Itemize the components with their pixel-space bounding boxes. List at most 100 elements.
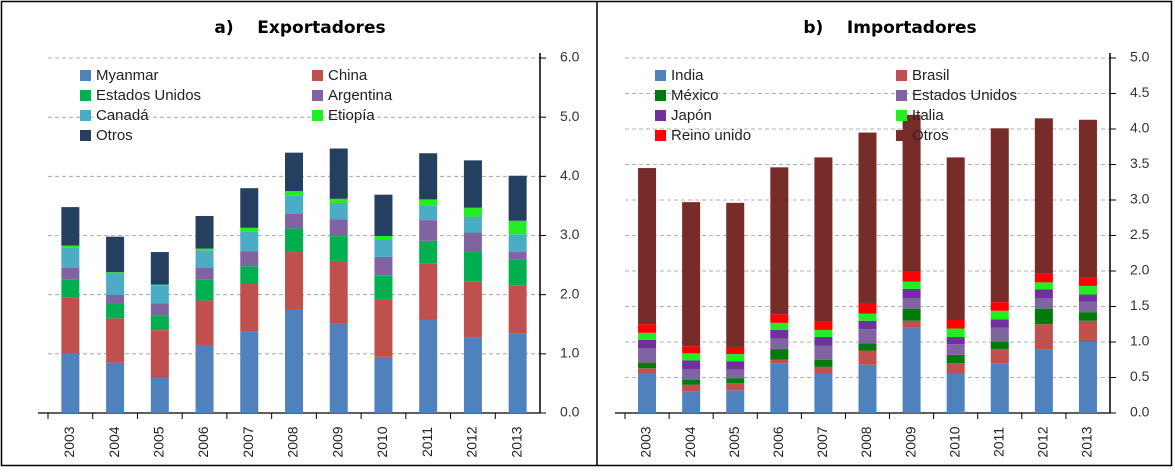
bar-segment — [814, 329, 833, 338]
x-tick-label: 2006 — [770, 426, 786, 457]
bar-segment — [770, 359, 789, 364]
bar-segment — [770, 167, 789, 315]
y-tick-label: 2.5 — [1130, 226, 1150, 242]
y-tick-label: 0.0 — [560, 404, 580, 420]
bar-segment — [1078, 320, 1097, 342]
legend-swatch — [80, 130, 91, 141]
bar-segment — [726, 202, 745, 347]
chart-title: a) Exportadores — [214, 18, 385, 38]
x-tick-label: 2005 — [726, 426, 742, 457]
bar-segment — [61, 297, 80, 354]
bar-segment — [1034, 308, 1053, 325]
x-tick-label: 2013 — [508, 426, 524, 457]
bar-segment — [726, 378, 745, 384]
bar-segment — [374, 239, 393, 257]
bar-segment — [463, 232, 482, 253]
y-tick-label: 0.5 — [1130, 368, 1150, 384]
legend-label: India — [671, 67, 704, 84]
bar-segment — [508, 285, 527, 334]
bar-segment — [858, 350, 877, 365]
bar-segment — [990, 310, 1009, 320]
bar-segment — [285, 213, 303, 229]
bar-segment — [814, 359, 833, 367]
bar-segment — [638, 362, 657, 369]
x-tick-label: 2010 — [374, 426, 390, 457]
bar-segment — [770, 322, 789, 330]
x-tick-label: 2008 — [285, 426, 301, 457]
bar-segment — [240, 231, 259, 252]
bar-segment — [240, 331, 259, 413]
y-tick-label: 0.0 — [1130, 404, 1150, 420]
bar-segment — [106, 362, 125, 413]
y-tick-label: 4.5 — [1130, 84, 1150, 100]
bar-segment — [374, 236, 393, 240]
bar-segment — [374, 275, 393, 300]
bar-segment — [150, 303, 169, 316]
legend-swatch — [655, 130, 666, 141]
legend-swatch — [80, 90, 91, 101]
bar-segment — [508, 259, 527, 286]
bar-segment — [463, 281, 482, 338]
bar-segment — [1034, 297, 1053, 309]
bar-segment — [726, 361, 745, 370]
bar-segment — [106, 236, 125, 273]
bar-segment — [195, 300, 214, 345]
bar-segment — [508, 333, 527, 413]
x-tick-label: 2003 — [61, 426, 77, 457]
bar-segment — [902, 327, 921, 413]
bar-segment — [150, 377, 169, 413]
y-tick-label: 1.5 — [1130, 297, 1150, 313]
bar-segment — [902, 288, 921, 298]
bar-segment — [285, 309, 303, 413]
bar-segment — [195, 268, 214, 280]
bar-segment — [902, 281, 921, 289]
bar-segment — [195, 248, 214, 251]
legend-label: Canadá — [96, 107, 149, 124]
x-tick-label: 2012 — [1035, 426, 1051, 457]
bar-segment — [508, 252, 527, 260]
bar-segment — [463, 337, 482, 413]
bar-segment — [374, 356, 393, 413]
legend-label: Estados Unidos — [912, 87, 1017, 104]
bar-segment — [1078, 285, 1097, 295]
bar-segment — [770, 349, 789, 360]
bar-segment — [1078, 342, 1097, 413]
bar-segment — [61, 279, 80, 298]
bar-segment — [329, 148, 348, 199]
bar-segment — [858, 132, 877, 303]
bar-segment — [463, 252, 482, 282]
bar-segment — [374, 299, 393, 357]
bar-segment — [329, 198, 348, 203]
x-tick-label: 2012 — [464, 426, 480, 457]
bar-segment — [814, 337, 833, 346]
legend-swatch — [896, 130, 907, 141]
bar-segment — [106, 294, 125, 304]
bar-segment — [61, 268, 80, 280]
bar-segment — [285, 252, 303, 310]
bar-segment — [990, 349, 1009, 364]
legend-label: Brasil — [912, 67, 950, 84]
bar-segment — [858, 302, 877, 314]
y-tick-label: 2.0 — [560, 285, 580, 301]
bar-segment — [106, 273, 125, 295]
bar-segment — [150, 285, 169, 304]
bar-segment — [329, 202, 348, 220]
bar-segment — [419, 240, 438, 264]
bar-segment — [61, 247, 80, 269]
bar-segment — [638, 168, 657, 325]
bar-segment — [1034, 273, 1053, 283]
bar-segment — [240, 227, 259, 232]
bar-segment — [106, 272, 125, 274]
chart-title: b) Importadores — [803, 18, 976, 38]
legend-swatch — [896, 90, 907, 101]
legend-label: Italia — [912, 107, 944, 124]
bar-segment — [814, 321, 833, 330]
bar-segment — [329, 236, 348, 261]
bar-segment — [726, 346, 745, 355]
bar-segment — [638, 368, 657, 374]
bar-segment — [902, 308, 921, 321]
legend-swatch — [896, 110, 907, 121]
x-tick-label: 2007 — [240, 426, 256, 457]
bar-segment — [726, 354, 745, 362]
bar-segment — [150, 315, 169, 331]
